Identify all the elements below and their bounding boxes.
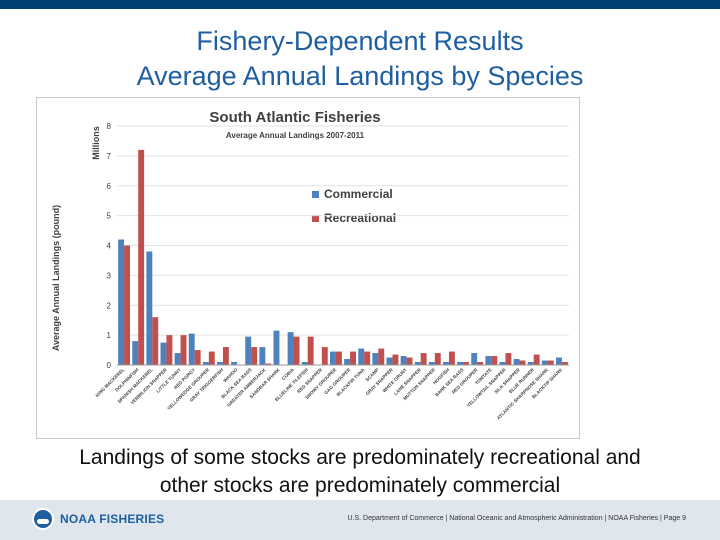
bar-recreational — [434, 353, 441, 365]
bar-recreational — [378, 348, 385, 365]
bar-commercial — [146, 251, 153, 365]
bar-commercial — [132, 341, 139, 365]
bar-recreational — [477, 362, 484, 365]
bar-commercial — [188, 333, 195, 365]
legend-label-commercial: Commercial — [324, 187, 393, 201]
bar-commercial — [471, 353, 478, 365]
bar-recreational — [335, 351, 342, 365]
noaa-logo-icon — [32, 508, 54, 530]
bar-commercial — [174, 353, 181, 365]
bar-commercial — [386, 357, 393, 365]
y-tick-label: 1 — [107, 331, 112, 340]
bar-recreational — [293, 336, 300, 365]
bar-recreational — [491, 356, 498, 365]
bar-recreational — [350, 351, 356, 365]
bar-recreational — [519, 360, 526, 365]
bar-recreational — [406, 357, 413, 365]
y-tick-label: 6 — [107, 182, 112, 191]
bar-recreational — [152, 317, 159, 365]
bar-commercial — [301, 362, 308, 365]
y-tick-label: 0 — [107, 361, 112, 370]
legend-label-recreational: Recreational — [324, 211, 396, 225]
bar-chart: South Atlantic Fisheries Average Annual … — [51, 109, 569, 421]
bar-commercial — [160, 342, 167, 365]
bar-recreational — [533, 354, 540, 365]
bar-commercial — [556, 357, 562, 365]
bar-recreational — [364, 351, 371, 365]
bar-commercial — [330, 351, 336, 365]
bar-commercial — [259, 347, 266, 365]
top-bar — [0, 0, 720, 9]
bar-recreational — [222, 347, 229, 365]
bar-recreational — [448, 351, 455, 365]
chart-subtitle: Average Annual Landings 2007-2011 — [226, 131, 365, 140]
bar-recreational — [180, 335, 187, 366]
bar-commercial — [245, 336, 252, 365]
bar-commercial — [231, 362, 238, 365]
bar-recreational — [251, 347, 258, 365]
bar-commercial — [499, 362, 506, 365]
y-axis-label: Average Annual Landings (pound) — [51, 205, 61, 351]
legend-swatch-commercial — [312, 191, 319, 198]
bar-recreational — [265, 363, 272, 365]
footer-text: U.S. Department of Commerce | National O… — [347, 515, 687, 522]
y-tick-label: 8 — [107, 122, 112, 131]
y-tick-label: 3 — [107, 271, 112, 280]
bar-recreational — [420, 353, 427, 365]
bar-recreational — [561, 362, 568, 365]
bar-commercial — [217, 362, 223, 365]
bar-commercial — [344, 359, 351, 365]
caption-line-2: other stocks are predominately commercia… — [159, 474, 561, 497]
bar-commercial — [202, 362, 209, 365]
bar-commercial — [400, 356, 407, 365]
y-tick-label: 2 — [107, 301, 112, 310]
caption-line-1: Landings of some stocks are predominatel… — [79, 446, 641, 469]
title-line-1: Fishery-Dependent Results — [196, 26, 524, 56]
legend: Commercial Recreational — [312, 187, 396, 225]
bar-commercial — [118, 239, 125, 365]
y-tick-label: 7 — [107, 152, 112, 161]
bar-recreational — [505, 353, 512, 365]
bar-recreational — [463, 362, 469, 365]
bar-commercial — [443, 362, 449, 365]
bar-recreational — [321, 347, 328, 365]
bars — [118, 149, 568, 366]
y-ticks: 0 1 2 3 4 5 6 7 8 — [107, 122, 112, 370]
chart-frame: South Atlantic Fisheries Average Annual … — [36, 97, 580, 439]
y-unit-label: Millions — [91, 126, 101, 160]
bar-recreational — [208, 351, 215, 365]
y-tick-label: 5 — [107, 212, 112, 221]
slide-title: Fishery-Dependent Results Average Annual… — [0, 24, 720, 94]
grid — [117, 125, 569, 366]
bar-commercial — [414, 362, 421, 365]
bar-commercial — [287, 332, 294, 365]
bar-recreational — [547, 360, 554, 365]
bar-recreational — [138, 149, 145, 365]
bar-commercial — [428, 362, 435, 365]
bar-recreational — [307, 336, 314, 365]
footer: NOAA FISHERIES U.S. Department of Commer… — [0, 500, 720, 540]
bar-commercial — [541, 360, 548, 365]
bar-recreational — [124, 245, 130, 365]
caption: Landings of some stocks are predominatel… — [0, 444, 720, 500]
bar-commercial — [358, 348, 365, 365]
bar-commercial — [457, 362, 464, 365]
brand-name: NOAA FISHERIES — [60, 512, 165, 526]
bar-commercial — [485, 356, 492, 365]
title-line-2: Average Annual Landings by Species — [136, 61, 584, 91]
bar-commercial — [513, 359, 520, 365]
y-tick-label: 4 — [107, 242, 112, 251]
legend-swatch-recreational — [312, 215, 319, 222]
bar-commercial — [372, 353, 379, 365]
bar-recreational — [194, 350, 201, 365]
bar-commercial — [273, 330, 280, 365]
bar-commercial — [527, 362, 534, 365]
chart-title: South Atlantic Fisheries — [209, 109, 380, 126]
bar-recreational — [392, 354, 399, 365]
bar-recreational — [166, 335, 173, 366]
